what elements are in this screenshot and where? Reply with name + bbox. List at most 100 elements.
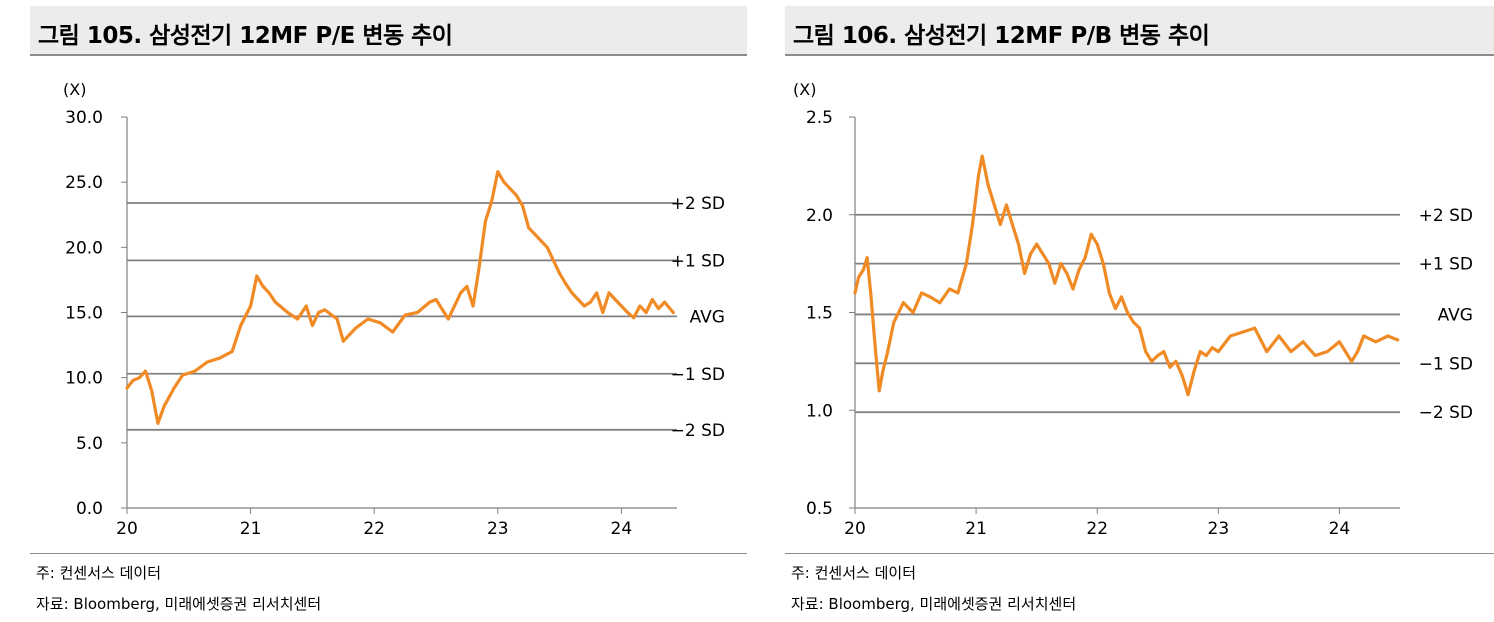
pb-data-point [1095, 242, 1099, 246]
pb-data-point [1289, 350, 1293, 354]
pb-data-point [971, 223, 974, 226]
pb-data-point [1301, 340, 1305, 344]
pe-data-point [310, 324, 314, 327]
pb-data-point [1356, 350, 1360, 354]
pe-series-line [125, 170, 675, 425]
pb-data-point [1047, 262, 1051, 266]
pb-data-point [874, 350, 878, 354]
pe-data-point [230, 350, 234, 354]
pe-data-point [477, 265, 481, 269]
pb-data-point [1071, 287, 1075, 291]
pb-data-point [1186, 393, 1190, 397]
pe-data-point [255, 274, 259, 278]
pe-data-point [638, 304, 642, 308]
pb-data-point [881, 369, 885, 373]
pe-data-point [465, 284, 469, 288]
pb-data-point [911, 311, 915, 314]
pb-data-point [1144, 350, 1148, 354]
pb-data-point [1138, 326, 1142, 330]
pb-data-point [1204, 354, 1208, 357]
pe-data-point [490, 200, 494, 204]
pe-band-label: −1 SD [671, 365, 725, 385]
pe-chart: (X) 0.0 5.0 10.0 15.0 20.0 25.0 30.0 20 21 22 23 24 +… [63, 80, 725, 539]
pe-data-point [564, 282, 568, 286]
pb-data-point [869, 291, 873, 295]
pe-data-point [496, 170, 500, 174]
pe-note: 주: 컨센서스 데이터 [36, 564, 161, 582]
pb-data-point [1228, 334, 1232, 338]
pe-data-point [576, 298, 580, 301]
pe-chart-title: 그림 105. 삼성전기 12MF P/E 변동 추이 [38, 23, 453, 49]
pb-band-label: +1 SD [1419, 255, 1473, 275]
pb-data-point [1253, 326, 1257, 330]
pb-data-point [1374, 340, 1378, 344]
pe-data-point [366, 317, 370, 321]
pb-y-tick-label: 1.0 [806, 401, 833, 421]
pe-title-bar: 그림 105. 삼성전기 12MF P/E 변동 추이 [30, 6, 747, 56]
pe-data-point [570, 291, 574, 295]
pb-data-point [938, 301, 942, 305]
pb-data-point [1156, 354, 1160, 357]
pb-data-point [862, 268, 865, 271]
pe-data-point [502, 180, 506, 184]
pb-data-point [986, 183, 990, 187]
pb-y-tick-label: 2.5 [806, 108, 833, 128]
pb-data-point [853, 291, 857, 295]
pe-y-tick-label: 15.0 [65, 304, 103, 324]
pe-data-point [261, 284, 265, 288]
pb-data-point [901, 301, 905, 305]
pe-data-point [533, 232, 537, 236]
pe-data-point [296, 317, 300, 321]
pb-data-point [1065, 271, 1069, 275]
pb-data-point [892, 320, 896, 324]
pb-unit-label: (X) [793, 80, 816, 99]
pe-data-point [508, 187, 512, 191]
pb-data-point [1325, 350, 1329, 354]
pb-data-point [992, 203, 996, 207]
pb-chart: (X) 0.5 1.0 1.5 2.0 2.5 20 21 22 23 24 +2 SD +1 SD AV… [793, 80, 1473, 539]
pb-x-tick-label: 23 [1208, 519, 1230, 539]
pe-data-point [428, 300, 432, 304]
pb-data-point [928, 295, 932, 299]
pe-data-point [632, 316, 636, 320]
pb-data-point [1119, 295, 1123, 299]
pe-data-point [317, 311, 321, 314]
pb-band-label: AVG [1438, 305, 1473, 325]
pe-band-label: −2 SD [671, 421, 725, 441]
pe-data-point [415, 311, 419, 314]
pb-data-point [1210, 346, 1214, 350]
pb-data-point [1337, 340, 1341, 344]
pe-data-point [595, 291, 599, 295]
pe-note-divider [30, 553, 747, 554]
pe-data-point [527, 226, 531, 230]
pe-data-point [323, 308, 327, 312]
pb-series-line [853, 154, 1400, 397]
pe-data-point [644, 311, 648, 314]
pe-y-tick-label: 30.0 [65, 108, 103, 128]
pb-data-point [1004, 203, 1008, 207]
pe-data-point [613, 298, 617, 301]
pe-data-point [558, 271, 562, 275]
pe-x-tick-label: 20 [116, 519, 138, 539]
pe-data-point [663, 300, 667, 304]
pb-data-point [980, 154, 984, 158]
pe-data-point [434, 298, 438, 301]
pe-data-point [172, 386, 176, 390]
pb-data-point [1350, 359, 1354, 363]
pe-data-point [304, 304, 308, 308]
pe-x-tick-label: 21 [240, 519, 262, 539]
pb-data-point [1265, 350, 1269, 354]
pe-y-tick-label: 20.0 [65, 238, 103, 258]
pe-data-point [137, 376, 141, 380]
pb-data-point [1041, 252, 1045, 256]
pe-data-point [273, 300, 277, 304]
pe-data-point [354, 326, 358, 330]
pb-source: 자료: Bloomberg, 미래에셋증권 리서치센터 [791, 595, 1077, 613]
pe-data-point [131, 378, 135, 382]
pb-note-divider [785, 553, 1494, 554]
pe-data-point [335, 317, 339, 321]
pb-data-point [1150, 359, 1154, 363]
pb-data-point [964, 262, 968, 266]
pb-data-point [956, 291, 960, 295]
pb-data-point [1277, 334, 1281, 338]
